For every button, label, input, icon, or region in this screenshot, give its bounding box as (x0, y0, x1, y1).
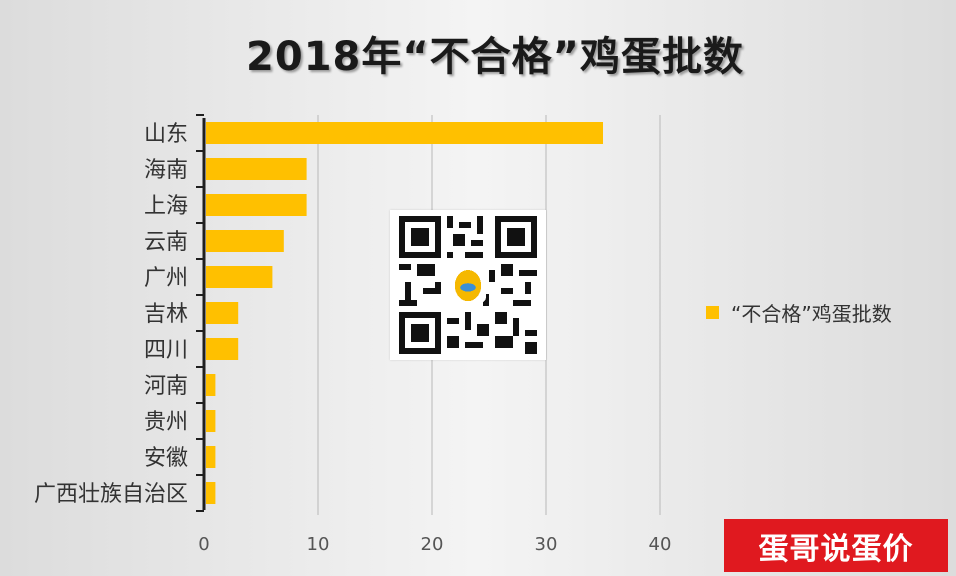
bar (206, 446, 216, 468)
x-tick-label: 0 (198, 534, 209, 555)
qr-code-icon (390, 210, 546, 360)
bar (206, 230, 284, 252)
x-tick-label: 30 (535, 534, 558, 555)
bars (206, 122, 603, 504)
bar (206, 410, 216, 432)
x-tick-label: 10 (307, 534, 330, 555)
bar (206, 122, 603, 144)
bar (206, 374, 216, 396)
bar (206, 482, 216, 504)
legend-swatch (706, 305, 719, 319)
category-label: 广西壮族自治区 (34, 482, 188, 507)
bar (206, 338, 239, 360)
bar (206, 302, 239, 324)
category-label: 云南 (144, 230, 188, 255)
legend-label: “不合格”鸡蛋批数 (731, 301, 892, 326)
chart-title: 2018年“不合格”鸡蛋批数 (246, 34, 744, 80)
y-axis (196, 114, 206, 512)
legend: “不合格”鸡蛋批数 (706, 298, 892, 326)
category-label: 上海 (144, 194, 188, 219)
bar (206, 158, 307, 180)
category-label: 安徽 (144, 446, 188, 471)
x-tick-label: 20 (421, 534, 444, 555)
category-label: 四川 (144, 338, 188, 363)
x-tick-labels: 0 10 20 30 40 (198, 534, 671, 555)
category-label: 吉林 (144, 302, 188, 327)
category-label: 贵州 (144, 410, 188, 435)
category-label: 河南 (144, 374, 188, 399)
bar (206, 266, 273, 288)
category-label: 广州 (144, 266, 188, 291)
bar (206, 194, 307, 216)
category-label: 海南 (144, 158, 188, 183)
watermark-logo: 蛋哥说蛋价 (724, 519, 948, 572)
x-tick-label: 40 (649, 534, 672, 555)
category-label: 山东 (144, 122, 188, 147)
